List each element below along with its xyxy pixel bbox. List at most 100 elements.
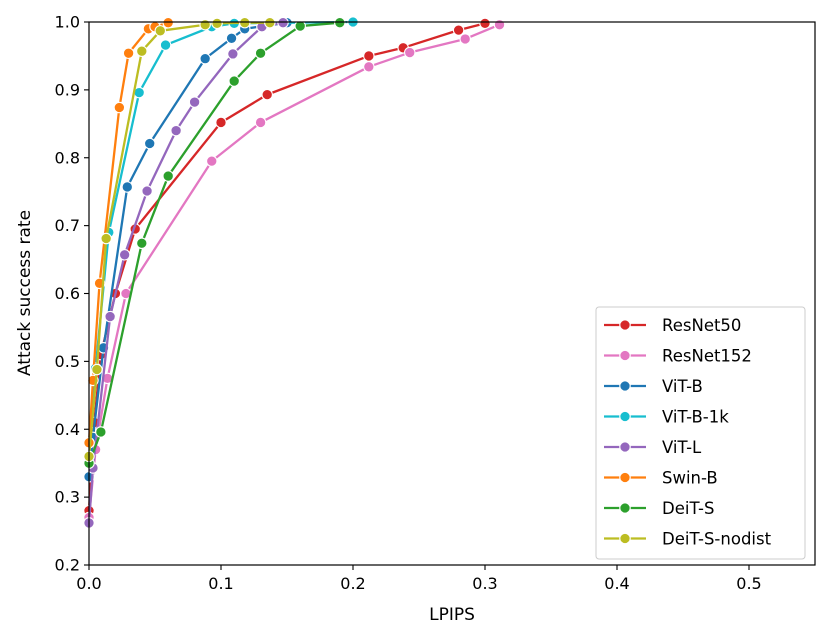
series-deit-s	[83, 16, 346, 469]
series-line-deit-s	[87, 21, 340, 464]
legend-item-deit-s-nodist: DeiT-S-nodist	[604, 530, 772, 549]
data-point-resnet152	[459, 33, 471, 45]
data-point-vit-b-1k	[159, 39, 172, 51]
y-tick-label: 0.2	[55, 556, 80, 575]
legend-label: ResNet152	[662, 347, 752, 366]
data-point-vit-l	[141, 185, 153, 197]
data-point-deit-s-nodist	[199, 18, 211, 31]
data-point-swin-b	[162, 16, 174, 29]
legend-swatch-marker	[619, 471, 631, 484]
data-point-resnet152	[363, 61, 375, 73]
y-tick-label: 0.5	[55, 352, 80, 371]
data-point-deit-s	[136, 237, 148, 250]
y-axis-label: Attack success rate	[15, 210, 35, 376]
data-point-deit-s	[228, 75, 240, 87]
legend-label: DeiT-S	[662, 499, 714, 518]
y-tick-label: 0.8	[55, 148, 80, 167]
legend-swatch-marker	[619, 319, 631, 331]
data-point-resnet152	[493, 18, 506, 31]
legend-item-deit-s: DeiT-S	[604, 499, 714, 518]
series-vit-l	[83, 16, 289, 529]
data-point-deit-s	[95, 426, 107, 438]
data-point-deit-s	[334, 16, 346, 29]
data-point-deit-s-nodist	[100, 232, 112, 245]
y-tick-label: 0.6	[55, 284, 80, 303]
data-point-vit-l	[170, 124, 182, 137]
x-tick-label: 0.1	[208, 574, 233, 593]
series-swin-b	[83, 16, 174, 449]
legend-label: Swin-B	[662, 469, 718, 488]
data-point-deit-s	[254, 47, 267, 59]
series-line-vit-b	[87, 21, 288, 477]
series-line-deit-s-nodist	[87, 21, 270, 457]
data-point-vit-l	[118, 249, 131, 261]
y-tick-label: 0.4	[55, 420, 80, 439]
data-point-vit-b	[121, 181, 134, 193]
y-tick-label: 0.9	[55, 80, 80, 99]
series-line-resnet50	[87, 22, 486, 511]
series-line-vit-l	[87, 21, 284, 524]
series-resnet152	[83, 18, 506, 524]
data-point-deit-s-nodist	[264, 16, 276, 29]
series-vit-b-1k	[83, 16, 359, 449]
x-axis-label: LPIPS	[429, 605, 475, 625]
data-point-resnet152	[404, 46, 416, 59]
legend: ResNet50 ResNet152 ViT-B ViT-B-1k ViT-L Swin-…	[595, 306, 806, 560]
legend-label: ViT-B	[662, 377, 703, 396]
data-point-resnet50	[452, 24, 465, 36]
data-point-resnet50	[215, 116, 227, 129]
legend-item-vit-b: ViT-B	[604, 377, 703, 396]
data-point-deit-s-nodist	[154, 25, 167, 37]
legend-label: DeiT-S-nodist	[662, 530, 772, 549]
legend-swatch-marker	[619, 532, 631, 545]
data-point-vit-l	[227, 48, 239, 60]
legend-swatch-marker	[619, 380, 631, 392]
series-line-vit-b-1k	[87, 20, 354, 443]
y-tick-label: 1.0	[55, 13, 80, 32]
data-point-deit-s-nodist	[91, 363, 103, 376]
legend-item-resnet50: ResNet50	[604, 316, 741, 335]
x-axis: 0.0 0.1 0.2 0.3 0.4 0.5	[76, 565, 762, 593]
legend-label: ViT-L	[662, 438, 702, 457]
legend-swatch-marker	[619, 349, 631, 362]
data-point-resnet50	[261, 88, 273, 101]
y-tick-label: 0.7	[55, 216, 80, 235]
legend-label: ResNet50	[662, 316, 741, 335]
legend-item-vit-l: ViT-L	[604, 438, 702, 457]
data-point-resnet152	[206, 155, 218, 167]
data-point-deit-s-nodist	[211, 17, 223, 30]
legend-item-resnet152: ResNet152	[604, 347, 752, 366]
data-point-resnet50	[479, 17, 491, 30]
series-line-resnet152	[87, 23, 500, 518]
data-point-deit-s-nodist	[239, 16, 251, 29]
data-point-swin-b	[113, 101, 126, 114]
x-tick-label: 0.0	[76, 574, 101, 593]
x-tick-label: 0.3	[472, 574, 497, 593]
series-deit-s-nodist	[83, 16, 276, 463]
data-point-vit-l	[188, 96, 201, 108]
y-tick-label: 0.3	[55, 488, 80, 507]
data-point-deit-s-nodist	[136, 45, 148, 57]
legend-item-vit-b-1k: ViT-B-1k	[604, 408, 729, 427]
series-vit-b	[83, 16, 293, 483]
data-point-deit-s	[294, 20, 306, 32]
x-tick-label: 0.2	[340, 574, 365, 593]
data-point-resnet152	[254, 116, 267, 129]
data-point-vit-b	[225, 32, 238, 45]
data-point-deit-s	[162, 170, 174, 182]
x-tick-label: 0.4	[604, 574, 629, 593]
legend-box	[595, 306, 806, 560]
data-point-vit-b	[143, 137, 156, 150]
legend-label: ViT-B-1k	[662, 408, 729, 427]
legend-item-swin-b: Swin-B	[604, 469, 718, 488]
legend-swatch-marker	[619, 502, 631, 514]
legend-swatch-marker	[619, 410, 631, 423]
data-point-resnet50	[363, 50, 375, 62]
data-point-swin-b	[122, 47, 135, 59]
legend-swatch-marker	[619, 441, 631, 453]
series-layer	[83, 16, 506, 529]
x-tick-label: 0.5	[736, 574, 761, 593]
y-axis: 0.2 0.3 0.4 0.5 0.6 0.7 0.8 0.9 1.0	[55, 13, 89, 575]
